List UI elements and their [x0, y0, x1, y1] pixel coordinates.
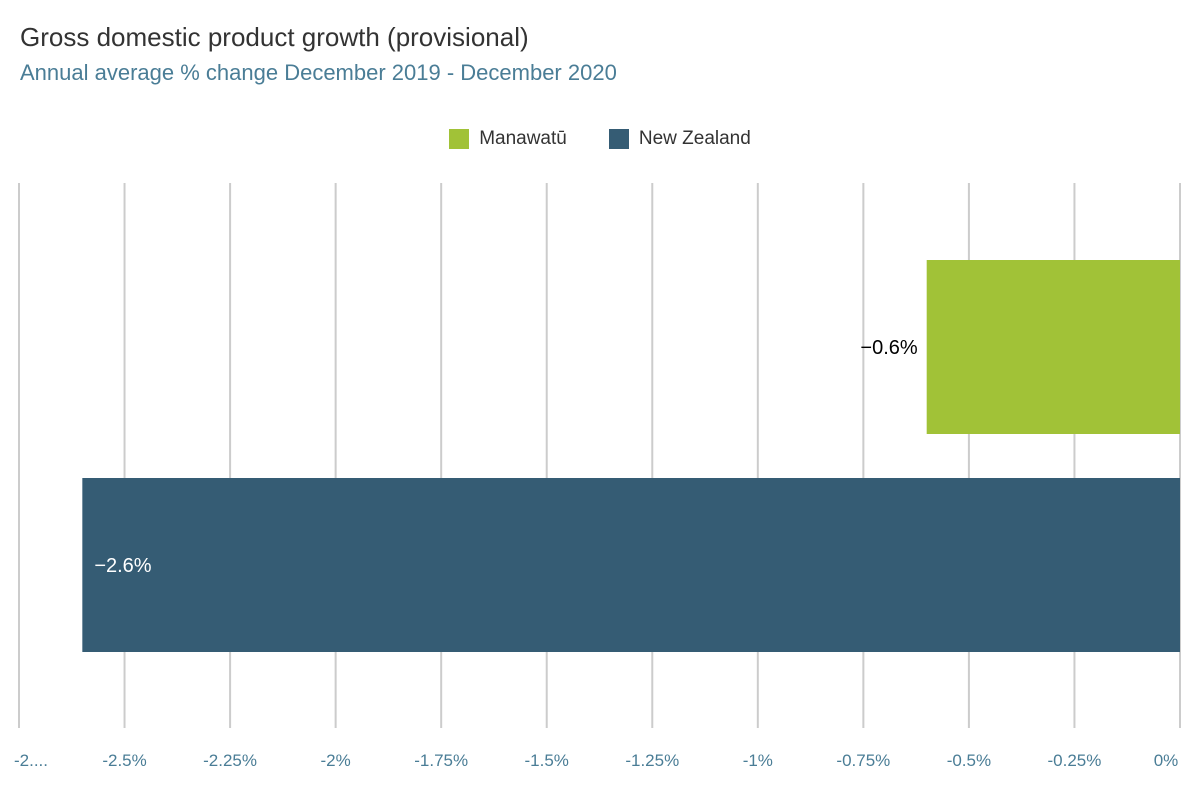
bar-new-zealand[interactable] — [82, 478, 1180, 652]
x-tick-label: -2% — [321, 751, 351, 770]
chart-title: Gross domestic product growth (provision… — [20, 22, 529, 52]
legend-swatch-new-zealand — [608, 129, 629, 149]
legend-label-new-zealand: New Zealand — [638, 128, 751, 149]
data-label-new-zealand: −2.6% — [94, 555, 151, 577]
x-tick-label: -1.25% — [625, 751, 679, 770]
data-label-manawatu: −0.6% — [860, 337, 917, 359]
chart-subtitle: Annual average % change December 2019 - … — [20, 60, 617, 85]
x-tick-label: -2.25% — [203, 751, 257, 770]
legend-swatch-manawatu — [449, 129, 470, 149]
legend-label-manawatu: Manawatū — [479, 128, 567, 149]
x-tick-label: 0% — [1154, 751, 1179, 770]
x-tick-label: -1% — [743, 751, 773, 770]
x-tick-label: -0.75% — [836, 751, 890, 770]
bar-manawatu[interactable] — [926, 260, 1180, 434]
legend-item-manawatu[interactable]: Manawatū — [449, 128, 567, 150]
x-tick-label: -2.5% — [102, 751, 146, 770]
x-tick-label: -1.75% — [414, 751, 468, 770]
x-tick-label: -2.... — [14, 751, 48, 770]
x-tick-label: -0.25% — [1048, 751, 1102, 770]
x-tick-label: -0.5% — [947, 751, 991, 770]
legend: Manawatū New Zealand — [0, 128, 1200, 150]
legend-item-new-zealand[interactable]: New Zealand — [608, 128, 751, 150]
x-tick-label: -1.5% — [525, 751, 569, 770]
